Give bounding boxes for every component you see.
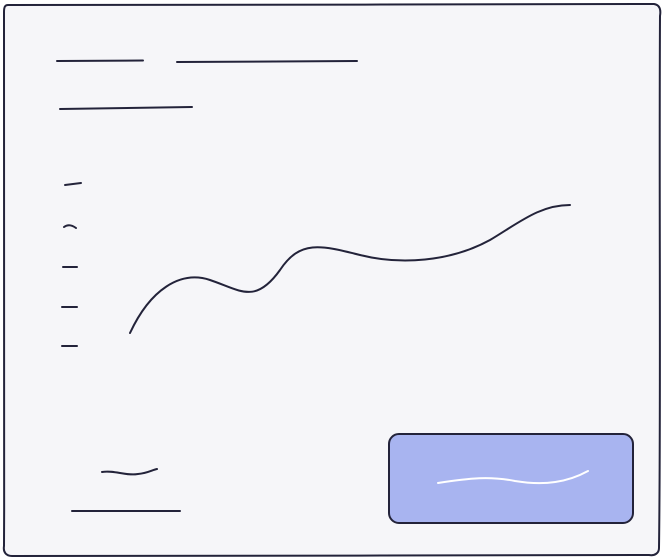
button[interactable]	[388, 433, 634, 524]
axis-tick-placeholder	[64, 182, 82, 186]
subheading-placeholder	[59, 106, 193, 110]
heading-placeholder	[56, 59, 144, 62]
axis-tick-placeholder	[63, 224, 77, 229]
label-placeholder	[101, 468, 158, 476]
heading-placeholder	[176, 60, 358, 63]
button-label-placeholder	[437, 470, 589, 485]
chart-line-placeholder	[129, 204, 571, 334]
